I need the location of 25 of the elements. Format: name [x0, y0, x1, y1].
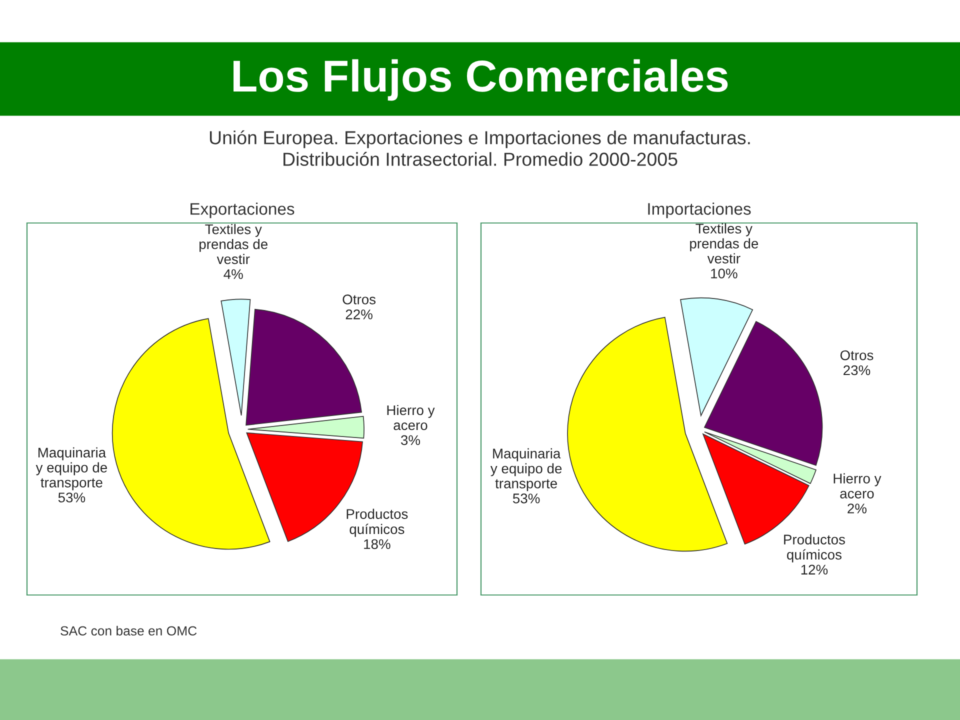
slice-label: Hierro y acero [387, 404, 435, 430]
slice-label: Maquinaria y equipo de transporte [490, 448, 562, 492]
slice-label: Otros [840, 350, 874, 360]
chart-title: Importaciones [648, 202, 751, 218]
data-label: 18% [364, 539, 390, 550]
data-label: 22% [346, 309, 372, 320]
slice-label: Maquinaria y equipo de transporte [36, 447, 107, 490]
data-label: 53% [512, 494, 540, 504]
text: Unión Europea. Exportaciones e Importaciones de manufacturas. Distribución Intrasectorial. Promedio 2000-2005 [210, 130, 750, 166]
chart-title: Exportaciones [190, 202, 294, 218]
data-label: 23% [844, 365, 870, 376]
slice-label: Hierro y acero [834, 473, 882, 498]
text: SAC con base en OMC [60, 626, 197, 636]
data-label: 10% [711, 268, 738, 278]
text: Los Flujos Comerciales [234, 59, 728, 101]
slice-label: Textiles y prendas de vestir [200, 224, 268, 264]
data-label: 3% [400, 435, 420, 446]
data-label: 53% [58, 492, 86, 502]
slice-label: Productos químicos [784, 534, 845, 562]
data-label: 2% [848, 504, 867, 514]
slice-label: Textiles y prendas de vestir [690, 223, 758, 264]
data-label: 4% [224, 269, 243, 280]
data-label: 12% [801, 564, 828, 575]
slice-label: Productos químicos [346, 508, 408, 537]
slice-label: Otros [342, 294, 376, 304]
